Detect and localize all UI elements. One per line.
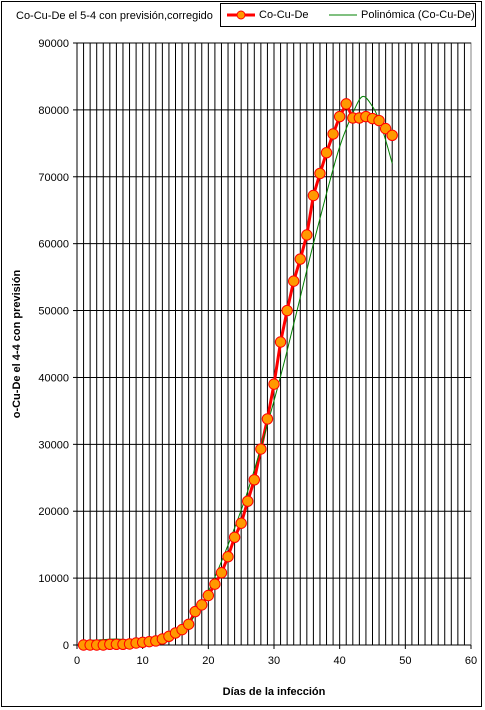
data-point xyxy=(182,618,195,630)
data-point xyxy=(320,146,333,159)
legend-label-co-cu-de: Co-Cu-De xyxy=(259,9,309,21)
y-tick-label: 10000 xyxy=(38,573,69,585)
data-point xyxy=(294,253,306,265)
data-point xyxy=(261,413,274,425)
grid-lines xyxy=(77,42,471,645)
data-point xyxy=(255,443,267,455)
data-point xyxy=(209,578,221,590)
x-tick-label: 30 xyxy=(268,655,280,667)
x-tick-label: 50 xyxy=(399,655,411,667)
data-point xyxy=(333,110,346,123)
y-tick-label: 50000 xyxy=(38,306,69,318)
data-point xyxy=(242,495,254,507)
legend-swatch-polinomica xyxy=(329,14,357,16)
data-series xyxy=(77,95,398,651)
data-point xyxy=(340,98,352,110)
x-axis-label: Días de la infección xyxy=(223,686,326,698)
data-point xyxy=(196,599,208,611)
y-tick-label: 80000 xyxy=(38,105,69,117)
legend-label-polinomica: Polinómica (Co-Cu-De) xyxy=(361,9,475,21)
y-tick-label: 90000 xyxy=(38,38,69,50)
data-point xyxy=(386,129,398,142)
y-tick-label: 40000 xyxy=(38,372,69,384)
data-point xyxy=(373,114,385,127)
chart-title: Co-Cu-De el 5-4 con previsión,corregido xyxy=(16,10,213,22)
y-tick-label: 20000 xyxy=(38,506,69,518)
tick-labels: 0 10000 20000 30000 40000 50000 60000 70000 8000… xyxy=(38,38,477,667)
legend-item-co-cu-de: Co-Cu-De xyxy=(227,4,309,26)
x-tick-label: 0 xyxy=(74,655,80,667)
legend-swatch-co-cu-de xyxy=(227,10,255,20)
x-tick-label: 20 xyxy=(202,655,214,667)
data-point xyxy=(248,474,261,486)
y-axis-label: o-Cu-De el 4-4 con previsión xyxy=(11,269,23,418)
data-point xyxy=(202,589,215,602)
data-point xyxy=(268,378,280,390)
x-tick-label: 60 xyxy=(465,655,477,667)
data-point xyxy=(235,517,247,529)
y-tick-label: 70000 xyxy=(38,172,69,184)
x-tick-label: 10 xyxy=(137,655,149,667)
data-point xyxy=(314,167,326,180)
legend-item-polinomica: Polinómica (Co-Cu-De) xyxy=(329,4,475,26)
data-point xyxy=(274,336,287,348)
chart-legend: Co-Cu-De Polinómica (Co-Cu-De) xyxy=(220,3,476,27)
data-point xyxy=(281,304,293,317)
data-point xyxy=(307,189,320,202)
y-tick-label: 60000 xyxy=(38,239,69,251)
data-point xyxy=(327,128,339,140)
data-point xyxy=(301,229,313,241)
data-point xyxy=(228,531,241,544)
data-point xyxy=(222,551,234,563)
x-tick-label: 40 xyxy=(334,655,346,667)
y-tick-label: 30000 xyxy=(38,439,69,451)
data-point xyxy=(215,567,228,579)
y-tick-label: 0 xyxy=(63,640,69,652)
data-point xyxy=(288,275,300,287)
